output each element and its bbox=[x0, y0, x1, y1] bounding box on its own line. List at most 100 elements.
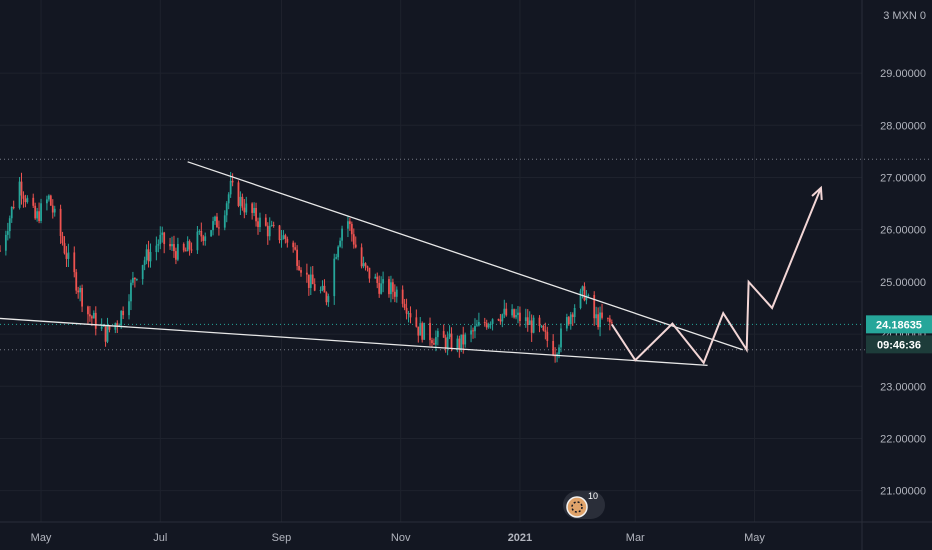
candle-body-16 bbox=[46, 199, 48, 204]
candle-body-158 bbox=[433, 343, 435, 345]
candle-body-13 bbox=[36, 211, 39, 219]
candle-body-169 bbox=[462, 334, 465, 345]
candle-body-61 bbox=[169, 244, 171, 247]
candle-body-108 bbox=[296, 249, 299, 266]
candle-body-15 bbox=[40, 203, 42, 221]
candle-body-70 bbox=[190, 249, 193, 251]
candle-body-166 bbox=[456, 338, 459, 349]
candle-body-134 bbox=[366, 266, 369, 268]
candle-body-162 bbox=[444, 337, 447, 348]
y-tick-label-4: 25.00000 bbox=[880, 277, 926, 289]
candle-body-163 bbox=[446, 336, 449, 348]
candle-body-45 bbox=[122, 310, 125, 316]
candle-body-157 bbox=[431, 340, 433, 344]
candle-body-182 bbox=[499, 319, 502, 322]
candle-body-151 bbox=[415, 317, 418, 327]
candle-body-164 bbox=[448, 333, 451, 337]
candle-body-201 bbox=[552, 340, 555, 355]
candle-body-46 bbox=[128, 301, 130, 316]
candle-body-191 bbox=[524, 317, 527, 322]
candle-body-177 bbox=[485, 323, 488, 328]
candle-body-8 bbox=[22, 195, 25, 199]
candle-body-89 bbox=[243, 207, 246, 213]
time-axis[interactable]: May Jul Sep Nov 2021 Mar May bbox=[31, 532, 766, 544]
price-badge: 24.18635 bbox=[866, 315, 932, 334]
candle-body-113 bbox=[309, 274, 312, 288]
candle-body-71 bbox=[196, 231, 199, 251]
candle-body-55 bbox=[149, 252, 152, 262]
candle-body-174 bbox=[476, 325, 478, 327]
candle-body-216 bbox=[593, 295, 596, 319]
candle-body-115 bbox=[313, 284, 316, 291]
candle-body-35 bbox=[94, 312, 97, 329]
candle-body-5 bbox=[12, 206, 15, 208]
candle-body-189 bbox=[517, 312, 519, 316]
candle-body-31 bbox=[87, 306, 89, 315]
candle-body-9 bbox=[24, 198, 27, 203]
candle-body-223 bbox=[610, 322, 613, 324]
currency-label[interactable]: 3 MXN 0 bbox=[883, 10, 926, 22]
candle-body-87 bbox=[239, 196, 242, 206]
candle-body-114 bbox=[311, 274, 314, 285]
candle-body-40 bbox=[108, 325, 111, 330]
candle-body-116 bbox=[319, 289, 322, 291]
candle-body-159 bbox=[434, 337, 437, 345]
candle-body-6 bbox=[18, 181, 21, 208]
candle-body-78 bbox=[214, 216, 216, 222]
candle-body-91 bbox=[251, 203, 254, 213]
candle-body-33 bbox=[90, 316, 93, 319]
candle-body-124 bbox=[339, 240, 342, 247]
candle-body-102 bbox=[280, 239, 283, 241]
candle-body-139 bbox=[380, 283, 383, 294]
candle-body-38 bbox=[104, 325, 107, 342]
candle-body-49 bbox=[133, 277, 136, 280]
candle-body-153 bbox=[419, 323, 422, 336]
candle-body-143 bbox=[391, 282, 394, 292]
logo-text: 10 bbox=[588, 491, 598, 501]
countdown-badge-value: 09:46:36 bbox=[877, 339, 921, 351]
candle-body-84 bbox=[229, 180, 232, 195]
y-tick-label-7: 28.00000 bbox=[880, 120, 926, 132]
candle-body-132 bbox=[362, 263, 365, 267]
candle-body-14 bbox=[38, 211, 40, 221]
candle-body-12 bbox=[34, 205, 37, 219]
candle-body-1 bbox=[4, 234, 7, 251]
candle-body-220 bbox=[601, 312, 603, 318]
price-badge-value: 24.18635 bbox=[876, 319, 922, 331]
candle-body-212 bbox=[581, 286, 584, 291]
candle-body-117 bbox=[321, 285, 324, 290]
candle-body-72 bbox=[198, 230, 201, 232]
candle-body-173 bbox=[474, 326, 476, 332]
candle-body-22 bbox=[61, 236, 64, 244]
candle-body-180 bbox=[491, 319, 494, 324]
candle-body-93 bbox=[255, 207, 257, 222]
candle-body-221 bbox=[606, 317, 609, 319]
candle-body-218 bbox=[597, 314, 600, 328]
y-tick-label-1: 22.00000 bbox=[880, 433, 926, 445]
tv-logo-icon[interactable]: 10 bbox=[563, 491, 605, 519]
candle-body-110 bbox=[300, 270, 302, 273]
candle-body-123 bbox=[337, 246, 340, 258]
candle-body-146 bbox=[401, 289, 404, 304]
candle-body-204 bbox=[558, 347, 560, 355]
candle-body-68 bbox=[186, 241, 189, 252]
candle-body-69 bbox=[188, 241, 191, 250]
candle-body-83 bbox=[227, 194, 230, 204]
candle-body-150 bbox=[409, 313, 412, 318]
candle-body-20 bbox=[53, 208, 56, 213]
candle-body-2 bbox=[6, 231, 9, 235]
candle-body-183 bbox=[501, 314, 504, 322]
candle-body-119 bbox=[325, 292, 328, 303]
candle-body-85 bbox=[231, 180, 234, 183]
candle-body-50 bbox=[135, 279, 138, 281]
price-axis[interactable]: 21.0000022.0000023.0000024.0000025.00000… bbox=[880, 68, 926, 498]
candle-body-222 bbox=[608, 318, 611, 323]
candle-body-215 bbox=[587, 295, 590, 297]
candle-body-37 bbox=[102, 325, 105, 327]
candle-body-120 bbox=[327, 296, 330, 303]
candle-body-188 bbox=[515, 315, 517, 318]
candle-body-195 bbox=[532, 317, 535, 333]
